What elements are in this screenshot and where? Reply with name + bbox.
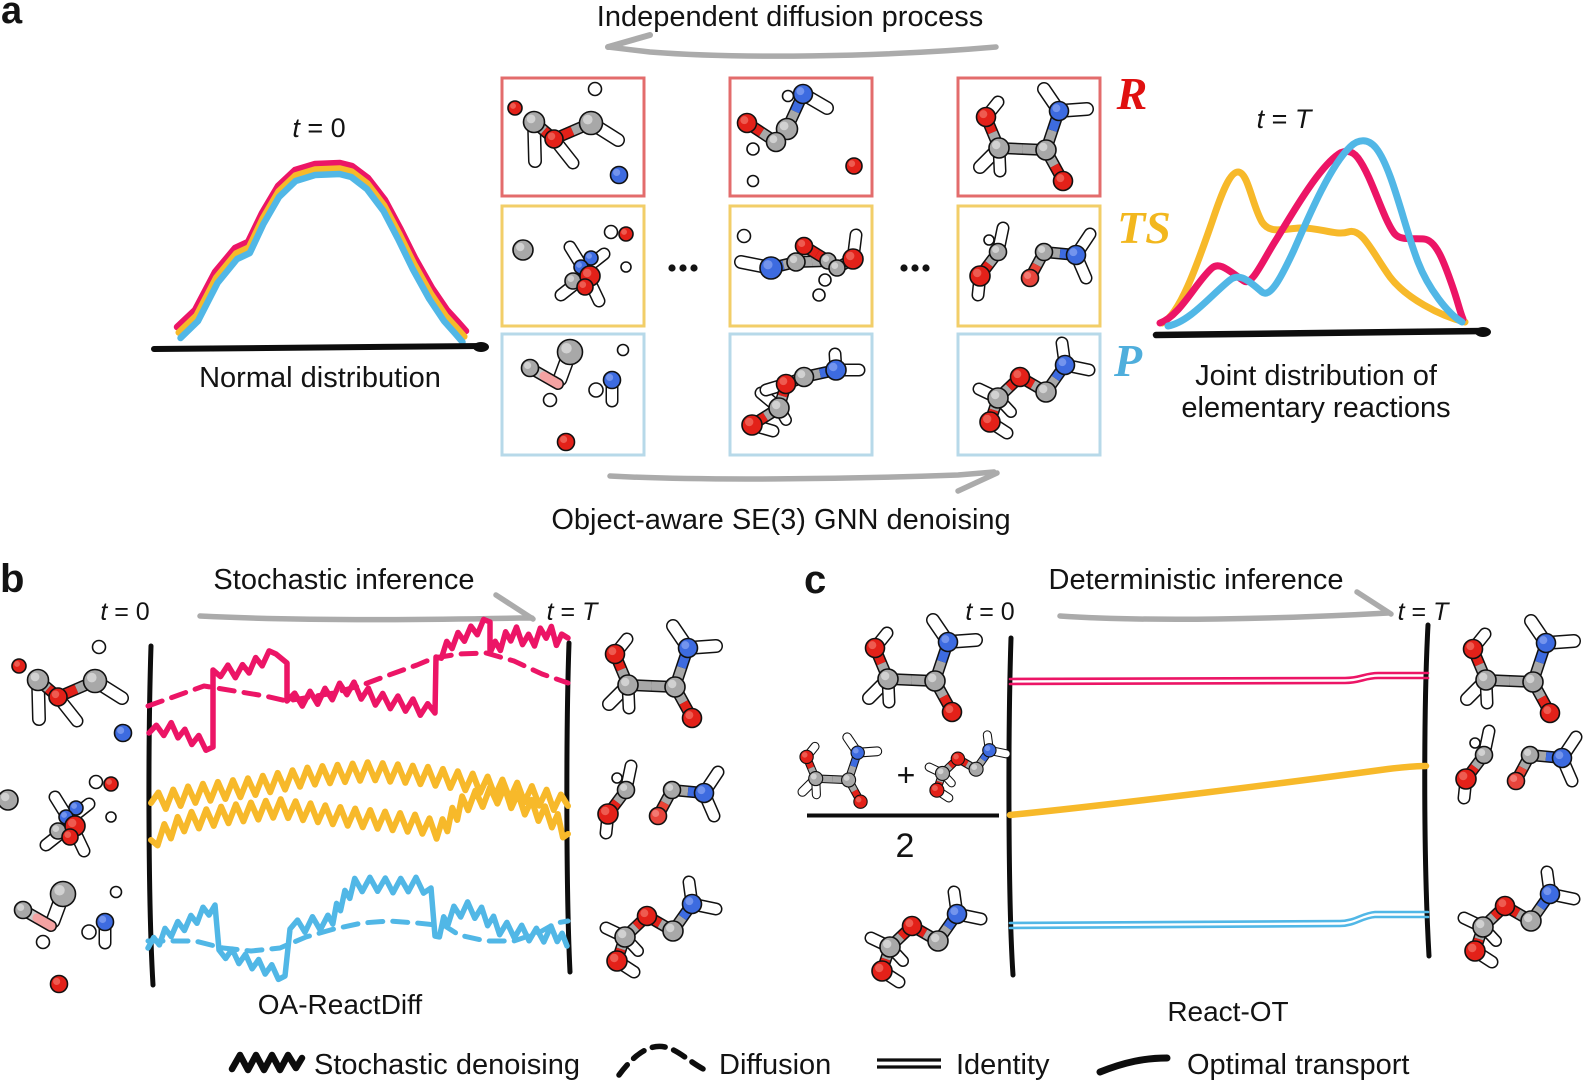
svg-text:React-OT: React-OT <box>1167 996 1288 1027</box>
svg-text:Independent diffusion process: Independent diffusion process <box>597 1 983 33</box>
svg-text:Object-aware SE(3) GNN denoisi: Object-aware SE(3) GNN denoising <box>551 504 1010 536</box>
svg-text:TS: TS <box>1117 202 1171 253</box>
svg-text:t = 0: t = 0 <box>100 598 149 626</box>
svg-text:b: b <box>0 557 24 601</box>
svg-text:Identity: Identity <box>956 1049 1050 1081</box>
svg-text:Diffusion: Diffusion <box>719 1049 831 1081</box>
svg-text:Stochastic denoising: Stochastic denoising <box>314 1049 580 1081</box>
svg-text:t = T: t = T <box>1398 598 1450 626</box>
svg-text:elementary reactions: elementary reactions <box>1181 392 1450 424</box>
svg-text:t = 0: t = 0 <box>292 113 345 143</box>
svg-text:2: 2 <box>896 827 915 865</box>
svg-text:Optimal transport: Optimal transport <box>1187 1049 1409 1081</box>
svg-text:Deterministic inference: Deterministic inference <box>1049 564 1344 596</box>
svg-text:Joint distribution of: Joint distribution of <box>1195 360 1438 392</box>
svg-text:P: P <box>1113 335 1143 386</box>
svg-text:t = 0: t = 0 <box>965 598 1014 626</box>
svg-text:c: c <box>804 558 826 602</box>
svg-text:a: a <box>1 0 23 32</box>
svg-text:R: R <box>1116 68 1148 119</box>
svg-text:Normal distribution: Normal distribution <box>199 362 441 394</box>
svg-text:Stochastic inference: Stochastic inference <box>213 564 474 596</box>
svg-text:OA-ReactDiff: OA-ReactDiff <box>258 989 423 1020</box>
svg-text:t = T: t = T <box>547 598 599 626</box>
svg-text:t = T: t = T <box>1257 104 1314 134</box>
svg-text:+: + <box>897 757 916 793</box>
